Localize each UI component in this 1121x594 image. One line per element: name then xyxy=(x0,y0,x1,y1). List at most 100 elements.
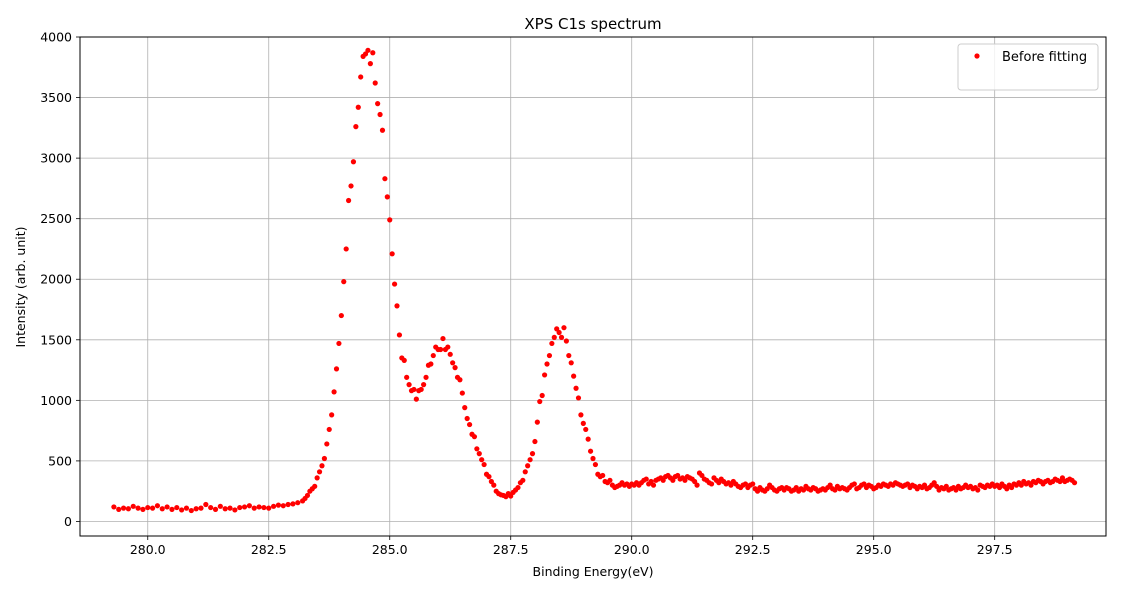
x-tick-label: 280.0 xyxy=(130,542,166,557)
data-point xyxy=(266,505,272,511)
data-point xyxy=(650,482,657,488)
data-point xyxy=(338,312,344,319)
data-point xyxy=(537,398,543,405)
data-point xyxy=(391,281,398,287)
data-point xyxy=(396,332,403,338)
data-point xyxy=(486,474,492,480)
data-point xyxy=(270,503,277,509)
data-point xyxy=(542,372,548,378)
data-point xyxy=(280,503,286,509)
data-point xyxy=(394,303,400,309)
data-point xyxy=(708,481,715,487)
data-point xyxy=(476,451,482,457)
data-point xyxy=(520,477,526,483)
data-point xyxy=(324,441,330,447)
data-point xyxy=(578,412,584,418)
legend-marker-before-fitting xyxy=(974,53,980,59)
data-point xyxy=(643,476,649,482)
data-point xyxy=(382,176,388,182)
x-tick-label: 295.0 xyxy=(856,542,892,557)
y-tick-label: 3500 xyxy=(40,90,72,105)
data-point xyxy=(561,325,567,331)
data-point xyxy=(275,502,282,508)
y-tick-label: 2000 xyxy=(40,272,72,287)
data-point xyxy=(130,503,136,509)
data-point xyxy=(1071,480,1078,486)
data-point xyxy=(116,506,122,512)
data-point xyxy=(421,382,427,388)
data-point xyxy=(457,377,463,383)
data-point xyxy=(430,352,436,359)
data-point xyxy=(169,506,175,512)
data-point xyxy=(355,104,361,110)
data-point xyxy=(290,501,296,507)
data-point xyxy=(145,504,151,511)
data-point xyxy=(474,446,480,452)
data-point xyxy=(314,475,320,481)
data-point xyxy=(411,386,417,393)
data-point xyxy=(566,352,572,359)
data-point xyxy=(481,461,487,468)
data-point xyxy=(341,279,347,285)
data-point xyxy=(522,469,528,475)
data-point xyxy=(326,426,332,433)
data-point xyxy=(295,500,301,506)
data-point xyxy=(331,389,337,395)
data-point xyxy=(246,503,252,509)
data-point xyxy=(462,405,468,411)
data-point xyxy=(350,159,357,165)
data-point xyxy=(384,194,390,200)
x-tick-label: 287.5 xyxy=(493,542,529,557)
legend: Before fitting xyxy=(957,43,1099,91)
data-point xyxy=(975,487,981,493)
y-tick-label: 500 xyxy=(48,453,72,468)
data-point xyxy=(387,217,393,223)
data-point xyxy=(413,396,419,402)
data-point xyxy=(375,101,381,107)
data-point xyxy=(348,183,354,189)
data-point xyxy=(479,457,485,463)
data-point xyxy=(125,506,131,512)
x-tick-label: 290.0 xyxy=(614,542,650,557)
data-point xyxy=(515,484,521,491)
x-tick-label: 282.5 xyxy=(251,542,287,557)
data-point xyxy=(389,251,395,257)
data-point xyxy=(464,415,470,422)
data-point xyxy=(452,365,458,371)
data-point xyxy=(358,74,364,80)
data-point xyxy=(154,503,161,509)
data-point xyxy=(529,451,536,457)
data-point xyxy=(179,507,185,513)
data-point xyxy=(159,506,165,512)
y-tick-label: 1000 xyxy=(40,393,72,408)
data-point xyxy=(527,457,533,463)
data-point xyxy=(401,357,407,363)
data-point xyxy=(377,111,383,118)
y-tick-label: 0 xyxy=(64,514,72,529)
data-point xyxy=(217,503,223,509)
data-point xyxy=(256,504,262,510)
data-point xyxy=(558,334,565,340)
data-point xyxy=(174,504,180,511)
data-point xyxy=(336,340,342,347)
legend-box xyxy=(957,43,1099,91)
plot-frame xyxy=(79,36,1107,537)
data-point xyxy=(304,492,311,499)
y-tick-label: 4000 xyxy=(40,30,72,45)
data-point xyxy=(694,482,700,488)
data-point xyxy=(418,386,424,393)
data-point xyxy=(459,390,465,396)
x-tick-label: 292.5 xyxy=(735,542,771,557)
data-point xyxy=(333,366,340,372)
data-point xyxy=(750,481,756,487)
data-point xyxy=(568,360,574,366)
data-point xyxy=(140,506,146,512)
data-point xyxy=(445,344,451,350)
data-point xyxy=(546,352,553,359)
data-point xyxy=(111,504,117,510)
data-point xyxy=(544,361,550,367)
data-point xyxy=(539,392,545,399)
data-point xyxy=(585,436,591,442)
